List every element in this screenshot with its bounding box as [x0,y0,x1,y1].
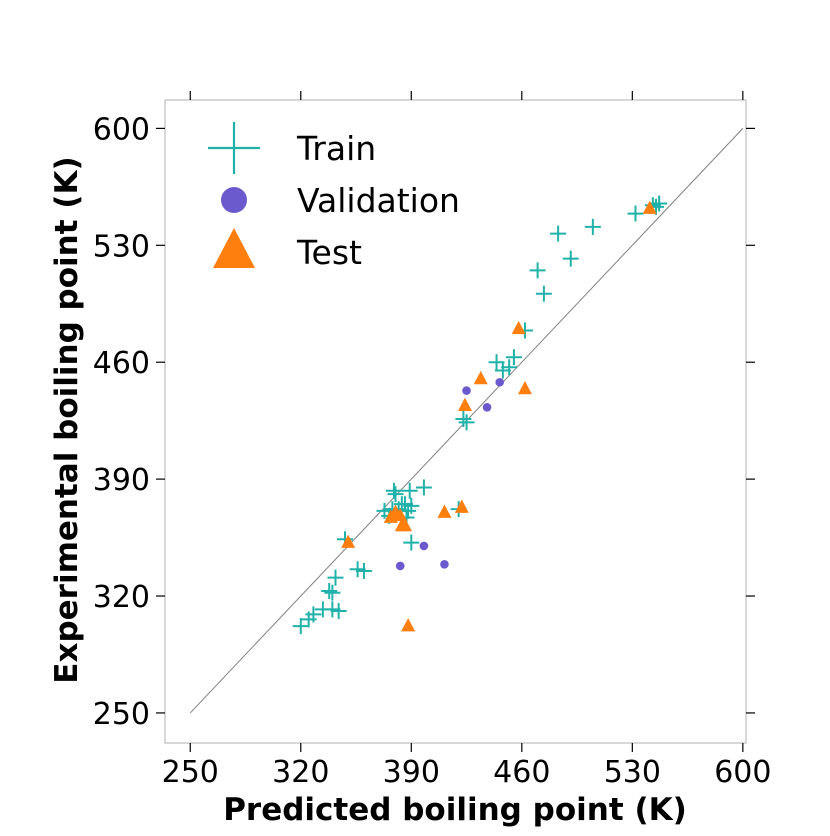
train-point [535,285,552,302]
x-tick-label: 530 [604,755,661,790]
train-point [455,410,472,427]
series-validation [395,377,505,571]
train-point [327,569,344,586]
x-tick-label: 600 [714,755,771,790]
test-point [454,499,469,513]
train-point [314,601,331,618]
train-point [550,225,567,242]
y-tick-label: 460 [93,346,150,381]
legend-marker-validation [221,187,247,213]
points-layer [292,195,668,635]
train-point [505,349,522,366]
test-point [642,200,657,214]
train-point [355,562,372,579]
test-point [473,370,488,385]
test-point [437,504,452,518]
test-point [401,618,416,632]
legend-item-test: Test [213,228,362,272]
legend-label-validation: Validation [297,181,460,220]
y-tick-label: 390 [93,463,150,498]
y-tick-label: 320 [93,580,150,615]
y-tick-label: 600 [93,112,150,147]
train-point [415,479,432,496]
y-tick-label: 250 [93,697,150,732]
train-point [401,482,418,499]
legend: Train Validation Test [208,122,460,272]
train-point [300,611,317,628]
validation-point [440,559,449,569]
validation-point [462,386,471,395]
test-point [457,397,472,411]
train-point [292,618,309,635]
train-point [501,359,518,376]
y-tick-label: 530 [93,229,150,264]
legend-item-train: Train [208,122,376,174]
test-point [517,380,532,395]
train-point [627,205,644,222]
legend-item-validation: Validation [221,181,460,220]
train-point [562,250,579,267]
validation-point [495,377,505,387]
x-tick-label: 460 [493,755,550,790]
validation-point [419,541,429,551]
train-point [584,218,601,235]
legend-label-test: Test [296,233,362,272]
train-point [321,583,338,600]
train-point [488,354,505,371]
test-point [511,320,526,335]
ticks-layer: 250 320 390 460 530 600 250 320 390 460 530 600 [93,91,771,790]
series-test [341,200,657,632]
x-tick-label: 320 [272,755,329,790]
train-point [458,414,475,431]
train-point [651,195,668,212]
test-point [393,507,408,522]
train-point [385,482,402,499]
train-point [403,497,420,514]
validation-point [482,403,492,412]
train-point [387,486,404,503]
plot-frame [164,99,747,744]
train-point [403,534,420,551]
x-axis-title: Predicted boiling point (K) [223,792,687,828]
train-point [324,584,341,601]
test-point [341,534,356,548]
series-train [292,195,668,635]
x-tick-label: 250 [162,755,219,790]
train-point [330,603,347,620]
train-point [529,262,546,279]
legend-marker-train [208,122,260,174]
validation-point [395,561,405,571]
legend-label-train: Train [296,129,376,168]
test-point [397,517,412,532]
x-tick-label: 390 [383,755,440,790]
y-axis-title: Experimental boiling point (K) [49,156,85,683]
legend-marker-test [213,228,255,268]
